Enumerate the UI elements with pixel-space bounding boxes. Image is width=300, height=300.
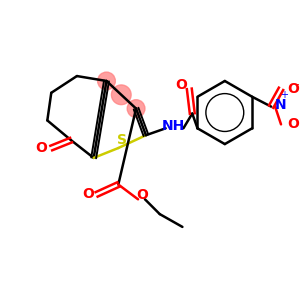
Text: -: - <box>295 78 299 92</box>
Text: O: O <box>287 117 299 131</box>
Text: NH: NH <box>162 119 185 133</box>
Circle shape <box>127 100 145 118</box>
Text: S: S <box>117 133 127 147</box>
Text: +: + <box>280 90 288 100</box>
Text: O: O <box>35 141 47 155</box>
Text: N: N <box>275 98 287 112</box>
Text: O: O <box>287 82 299 96</box>
Text: O: O <box>136 188 148 203</box>
Circle shape <box>111 85 131 105</box>
Circle shape <box>98 72 116 90</box>
Text: O: O <box>82 188 94 201</box>
Text: O: O <box>176 78 188 92</box>
